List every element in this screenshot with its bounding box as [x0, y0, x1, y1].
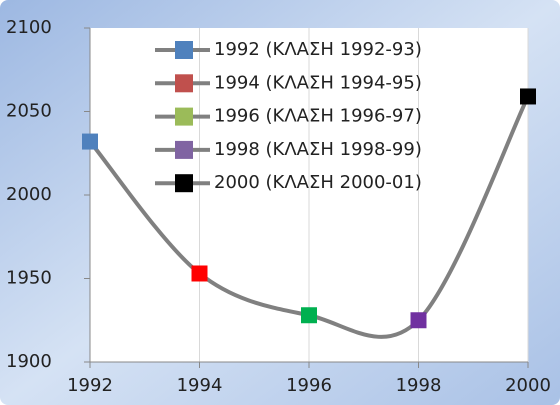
marker — [82, 133, 98, 150]
y-tick-label: 1900 — [6, 351, 52, 372]
y-tick-label: 2050 — [6, 101, 52, 122]
legend-marker — [175, 74, 193, 93]
x-tick-label: 1996 — [286, 375, 332, 396]
legend-label: 1992 (ΚΛΑΣΗ 1992-93) — [214, 39, 422, 60]
y-tick-label: 2000 — [6, 184, 52, 205]
legend-marker — [175, 107, 193, 126]
legend-marker — [175, 174, 193, 193]
legend-label: 2000 (ΚΛΑΣΗ 2000-01) — [214, 172, 422, 193]
marker — [191, 265, 208, 282]
legend-marker — [175, 140, 193, 159]
marker — [301, 307, 317, 324]
y-tick-label: 2100 — [6, 17, 52, 38]
x-tick-label: 1994 — [177, 375, 223, 396]
y-tick-label: 1950 — [6, 268, 52, 289]
legend-label: 1994 (ΚΛΑΣΗ 1994-95) — [214, 72, 422, 93]
x-tick-label: 1992 — [67, 375, 113, 396]
marker — [520, 88, 536, 105]
legend-label: 1996 (ΚΛΑΣΗ 1996-97) — [214, 106, 422, 127]
legend-marker — [175, 41, 193, 59]
legend-label: 1998 (ΚΛΑΣΗ 1998-99) — [214, 139, 422, 160]
x-tick-label: 1998 — [396, 375, 442, 396]
marker — [410, 312, 427, 329]
x-tick-label: 2000 — [505, 375, 551, 396]
